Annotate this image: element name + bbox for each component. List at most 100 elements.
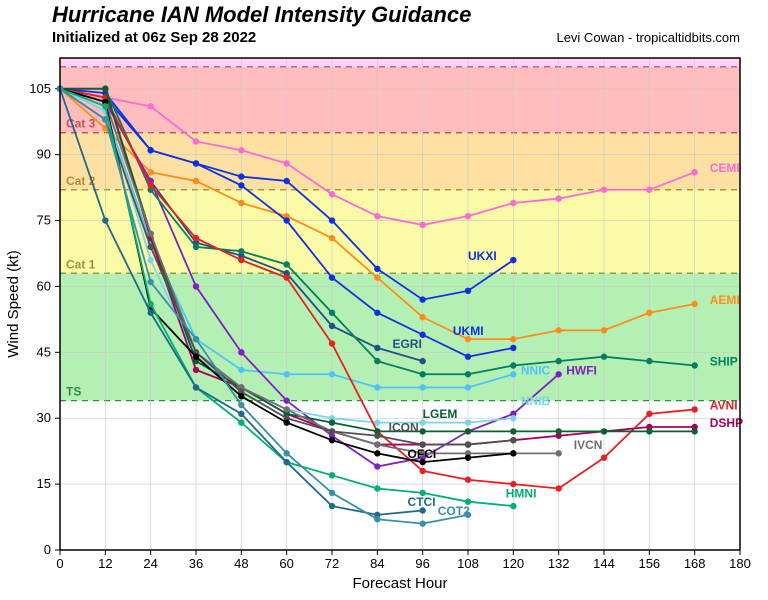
series-point <box>465 477 471 483</box>
series-label-ivcn: IVCN <box>574 438 603 452</box>
series-point <box>283 371 289 377</box>
series-point <box>691 169 697 175</box>
series-label-ukmi: UKMI <box>453 324 484 338</box>
x-tick: 48 <box>234 556 248 571</box>
series-point <box>601 187 607 193</box>
series-point <box>419 314 425 320</box>
series-point <box>329 235 335 241</box>
x-tick: 84 <box>370 556 384 571</box>
series-point <box>238 200 244 206</box>
chart-container: TSCat 1Cat 2Cat 301224364860728496108120… <box>0 0 768 600</box>
series-point <box>329 371 335 377</box>
series-point <box>283 397 289 403</box>
series-point <box>238 257 244 263</box>
series-point <box>283 419 289 425</box>
series-point <box>510 345 516 351</box>
series-point <box>510 415 516 421</box>
band-label: Cat 1 <box>66 257 96 271</box>
series-point <box>193 138 199 144</box>
series-point <box>329 490 335 496</box>
series-point <box>329 191 335 197</box>
series-point <box>510 200 516 206</box>
series-point <box>238 411 244 417</box>
series-point <box>147 182 153 188</box>
x-tick: 120 <box>502 556 524 571</box>
x-tick: 0 <box>56 556 63 571</box>
series-point <box>465 213 471 219</box>
series-point <box>419 520 425 526</box>
series-point <box>374 384 380 390</box>
y-tick: 90 <box>37 147 51 162</box>
series-point <box>374 358 380 364</box>
series-point <box>193 367 199 373</box>
series-point <box>329 419 335 425</box>
series-point <box>329 323 335 329</box>
category-band <box>60 133 740 190</box>
series-point <box>465 455 471 461</box>
y-tick: 45 <box>37 344 51 359</box>
series-label-ship: SHIP <box>710 355 738 369</box>
series-point <box>193 244 199 250</box>
series-point <box>374 441 380 447</box>
x-tick: 72 <box>325 556 339 571</box>
series-point <box>238 367 244 373</box>
series-point <box>510 437 516 443</box>
x-tick: 96 <box>415 556 429 571</box>
series-point <box>510 503 516 509</box>
series-point <box>555 358 561 364</box>
series-point <box>238 402 244 408</box>
y-tick: 30 <box>37 410 51 425</box>
x-tick: 144 <box>593 556 615 571</box>
y-tick: 75 <box>37 213 51 228</box>
series-point <box>601 455 607 461</box>
series-point <box>147 147 153 153</box>
series-point <box>193 283 199 289</box>
series-label-egri: EGRI <box>392 337 421 351</box>
y-tick: 105 <box>29 81 51 96</box>
x-tick: 36 <box>189 556 203 571</box>
series-point <box>147 279 153 285</box>
series-point <box>419 358 425 364</box>
series-point <box>691 406 697 412</box>
series-label-cot2: COT2 <box>438 504 470 518</box>
series-point <box>147 103 153 109</box>
series-point <box>465 354 471 360</box>
series-point <box>374 433 380 439</box>
series-point <box>147 169 153 175</box>
series-point <box>283 160 289 166</box>
series-point <box>193 354 199 360</box>
x-tick: 180 <box>729 556 751 571</box>
series-point <box>601 354 607 360</box>
chart-title: Hurricane IAN Model Intensity Guidance <box>52 2 471 27</box>
series-point <box>510 428 516 434</box>
intensity-chart: TSCat 1Cat 2Cat 301224364860728496108120… <box>0 0 768 600</box>
series-point <box>691 428 697 434</box>
series-point <box>646 187 652 193</box>
x-tick: 12 <box>98 556 112 571</box>
x-axis-label: Forecast Hour <box>352 575 447 592</box>
series-label-cemi: CEMI <box>710 161 740 175</box>
x-tick: 168 <box>684 556 706 571</box>
category-band <box>60 58 740 67</box>
x-tick: 132 <box>548 556 570 571</box>
series-label-avni: AVNI <box>710 398 738 412</box>
series-point <box>555 428 561 434</box>
series-point <box>283 459 289 465</box>
x-tick: 60 <box>279 556 293 571</box>
series-point <box>419 468 425 474</box>
series-point <box>102 86 108 92</box>
chart-subtitle: Initialized at 06z Sep 28 2022 <box>52 29 256 46</box>
series-point <box>329 274 335 280</box>
series-point <box>510 336 516 342</box>
series-point <box>374 463 380 469</box>
series-point <box>419 371 425 377</box>
series-point <box>283 274 289 280</box>
series-point <box>555 450 561 456</box>
series-point <box>646 411 652 417</box>
series-point <box>601 428 607 434</box>
series-point <box>283 178 289 184</box>
series-label-icon: ICON <box>389 420 419 434</box>
series-point <box>555 371 561 377</box>
series-point <box>374 213 380 219</box>
series-label-hmni: HMNI <box>506 486 537 500</box>
